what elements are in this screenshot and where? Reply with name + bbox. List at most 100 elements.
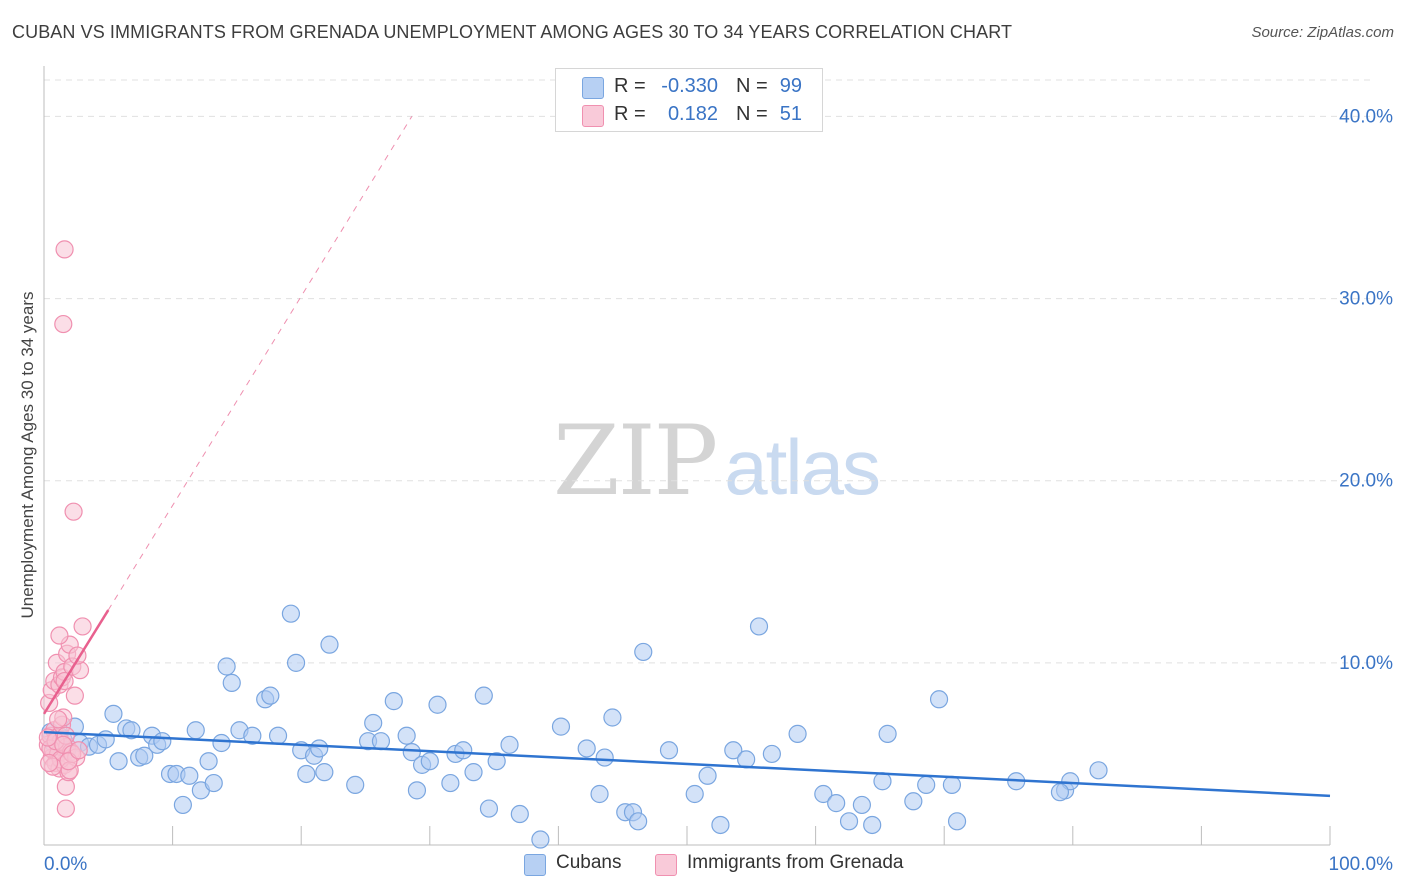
grenada-point bbox=[55, 240, 74, 259]
correlation-legend: R = -0.330 N = 99 R = 0.182 N = 51 bbox=[555, 68, 823, 132]
cubans-point bbox=[551, 717, 571, 736]
cubans-trend-line bbox=[43, 730, 1331, 798]
cubans-point bbox=[109, 752, 128, 771]
watermark-zip: ZIP bbox=[553, 405, 718, 517]
legend-label-cubans: Cubans bbox=[556, 852, 622, 873]
cubans-point bbox=[281, 604, 301, 623]
cubans-point bbox=[595, 748, 614, 767]
x-tick-label: 100.0% bbox=[1329, 854, 1394, 875]
y-tick-label: 10.0% bbox=[1339, 653, 1393, 674]
legend-label-grenada: Immigrants from Grenada bbox=[687, 852, 904, 873]
cubans-point bbox=[711, 815, 730, 835]
grenada-point bbox=[69, 741, 88, 760]
cubans-point bbox=[464, 763, 483, 782]
cubans-point bbox=[320, 635, 339, 654]
cubans-point bbox=[531, 830, 550, 849]
legend-row-grenada: R = 0.182 N = 51 bbox=[556, 101, 822, 129]
cubans-point bbox=[577, 739, 596, 758]
y-tick-label: 30.0% bbox=[1339, 289, 1393, 310]
grenada-trend-extrapolation bbox=[107, 116, 413, 611]
grenada-point bbox=[50, 626, 69, 645]
watermark-atlas: atlas bbox=[724, 423, 881, 511]
grenada-point bbox=[49, 710, 68, 729]
cubans-point bbox=[153, 732, 172, 751]
x-tick-label: 0.0% bbox=[44, 854, 87, 875]
cubans-point bbox=[135, 746, 154, 765]
grenada-point bbox=[54, 314, 73, 334]
cubans-point bbox=[814, 784, 833, 804]
n-value: 99 bbox=[779, 75, 802, 97]
y-tick-label: 20.0% bbox=[1339, 471, 1393, 492]
cubans-point bbox=[371, 732, 391, 751]
cubans-point bbox=[261, 686, 280, 705]
cubans-point bbox=[217, 657, 236, 676]
cubans-point bbox=[942, 775, 962, 794]
cubans-point bbox=[685, 784, 704, 804]
cubans-point bbox=[917, 775, 936, 794]
cubans-point bbox=[929, 690, 949, 709]
cubans-point bbox=[428, 695, 447, 714]
cubans-point bbox=[698, 766, 717, 785]
cubans-point bbox=[487, 752, 506, 771]
r-label: R = bbox=[614, 103, 646, 125]
grenada-swatch bbox=[655, 854, 677, 876]
cubans-point bbox=[104, 704, 123, 723]
cubans-point bbox=[407, 781, 427, 800]
cubans-point bbox=[364, 713, 383, 733]
cubans-point bbox=[243, 726, 262, 745]
cubans-point bbox=[873, 772, 892, 791]
cubans-point bbox=[441, 773, 460, 793]
cubans-point bbox=[384, 692, 403, 711]
grenada-point bbox=[56, 799, 75, 818]
cubans-point bbox=[852, 795, 871, 815]
cubans-point bbox=[863, 815, 882, 835]
cubans-point bbox=[122, 721, 141, 740]
cubans-point bbox=[310, 739, 329, 758]
source-label[interactable]: Source: ZipAtlas.com bbox=[1251, 24, 1394, 41]
cubans-point bbox=[724, 741, 743, 760]
r-value: 0.182 bbox=[667, 103, 718, 125]
points-layer bbox=[38, 240, 1108, 849]
r-label: R = bbox=[614, 75, 646, 97]
cubans-point bbox=[420, 752, 439, 771]
grid-layer bbox=[44, 79, 1370, 664]
chart-title: CUBAN VS IMMIGRANTS FROM GRENADA UNEMPLO… bbox=[12, 22, 1013, 42]
cubans-point bbox=[827, 794, 846, 813]
y-tick-label: 40.0% bbox=[1339, 106, 1393, 127]
cubans-point bbox=[629, 812, 648, 831]
cubans-point bbox=[634, 642, 653, 662]
cubans-point bbox=[454, 741, 473, 760]
cubans-point bbox=[297, 764, 316, 784]
grenada-point bbox=[73, 617, 92, 636]
grenada-point bbox=[65, 686, 84, 705]
cubans-point bbox=[212, 733, 231, 753]
cubans-point bbox=[96, 730, 115, 749]
cubans-point bbox=[603, 708, 622, 727]
cubans-point bbox=[315, 763, 334, 782]
cubans-point bbox=[186, 721, 205, 740]
cubans-point bbox=[749, 617, 769, 636]
cubans-point bbox=[500, 735, 519, 754]
cubans-point bbox=[402, 743, 421, 762]
cubans-point bbox=[479, 799, 499, 818]
cubans-point bbox=[1089, 761, 1108, 780]
n-label: N = bbox=[736, 103, 768, 125]
watermark: ZIP atlas bbox=[553, 405, 881, 517]
cubans-point bbox=[788, 724, 807, 743]
cubans-point bbox=[180, 766, 199, 785]
cubans-point bbox=[346, 775, 365, 794]
cubans-point bbox=[878, 724, 897, 743]
n-label: N = bbox=[736, 75, 768, 97]
n-value: 51 bbox=[779, 103, 802, 125]
cubans-point bbox=[268, 726, 288, 745]
cubans-point bbox=[947, 812, 967, 831]
legend-row-cubans: R = -0.330 N = 99 bbox=[556, 73, 822, 101]
cubans-swatch bbox=[582, 77, 604, 99]
grenada-swatch bbox=[582, 105, 604, 127]
cubans-point bbox=[173, 795, 192, 815]
cubans-point bbox=[510, 804, 529, 824]
grenada-point bbox=[40, 753, 59, 773]
cubans-point bbox=[204, 773, 223, 793]
cubans-point bbox=[659, 741, 679, 760]
